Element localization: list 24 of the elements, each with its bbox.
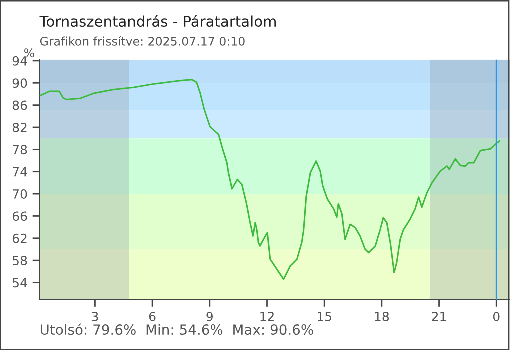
- y-tick-label: 78: [13, 145, 28, 155]
- y-tick-label: 70: [13, 190, 28, 199]
- x-tick-label: 9: [206, 312, 213, 322]
- x-tick-label: 15: [318, 312, 332, 322]
- y-tick-label: 58: [13, 256, 28, 266]
- y-tick-label: 54: [13, 278, 28, 288]
- x-tick-label: 21: [432, 312, 446, 322]
- x-tick-label: 18: [375, 312, 390, 322]
- x-tick-label: 6: [149, 312, 156, 322]
- chart-title: Tornaszentandrás - Páratartalom: [40, 15, 276, 28]
- text: Utolsó: 79.6% Min: 54.6% Max: 90.6%: [40, 324, 314, 336]
- y-tick-label: 90: [12, 78, 28, 88]
- line-series: [40, 79, 501, 280]
- y-tick-label: 74: [13, 167, 28, 177]
- y-tick-label: 94: [12, 56, 28, 66]
- chart-subtitle: Grafikon frissítve: 2025.07.17 0:10: [40, 36, 245, 46]
- y-tick-label: 62: [12, 234, 27, 244]
- y-tick-label: 86: [12, 100, 28, 110]
- x-tick-label: 0: [493, 312, 500, 322]
- y-axis-title: %: [24, 48, 34, 58]
- x-tick-label: 3: [92, 312, 98, 322]
- y-tick-label: 82: [12, 122, 27, 132]
- y-tick-label: 66: [12, 212, 28, 222]
- x-tick-label: 12: [260, 312, 274, 322]
